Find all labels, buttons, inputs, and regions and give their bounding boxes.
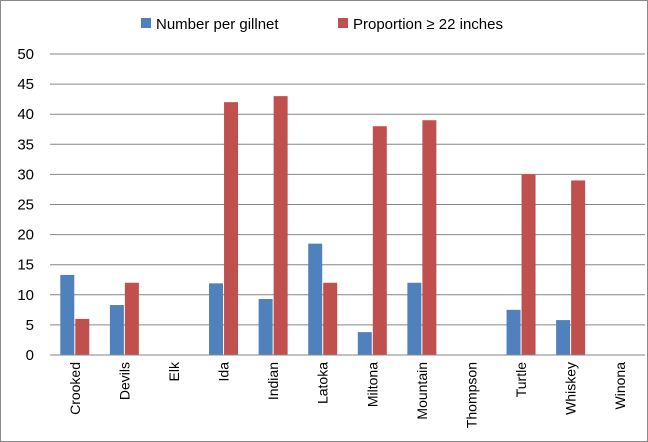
bar-number-per-gillnet-latoka (308, 243, 323, 355)
y-tick-label-50: 50 (17, 46, 34, 63)
x-category-label-devils: Devils (116, 362, 132, 400)
bar-number-per-gillnet-devils (109, 305, 124, 355)
y-tick-label-35: 35 (17, 136, 34, 153)
x-category-label-ida: Ida (216, 362, 232, 382)
bar-proportion-22-inches-devils (124, 282, 139, 355)
x-category-label-miltona: Miltona (364, 362, 380, 407)
bar-number-per-gillnet-mountain (407, 282, 422, 355)
y-tick-label-20: 20 (17, 227, 34, 244)
bar-proportion-22-inches-ida (224, 102, 239, 355)
x-category-label-winona: Winona (612, 362, 628, 410)
y-tick-label-10: 10 (17, 287, 34, 304)
y-tick-label-25: 25 (17, 197, 34, 214)
gridlines (50, 53, 645, 326)
legend-swatch-number-per-gillnet (141, 18, 151, 28)
bar-number-per-gillnet-miltona (357, 332, 372, 355)
y-tick-label-15: 15 (17, 257, 34, 274)
bar-number-per-gillnet-indian (258, 299, 273, 355)
bar-number-per-gillnet-ida (209, 283, 224, 355)
legend: Number per gillnet Proportion ≥ 22 inche… (141, 16, 503, 33)
bars (60, 96, 586, 356)
bar-proportion-22-inches-indian (273, 96, 288, 355)
x-category-label-indian: Indian (265, 362, 281, 400)
y-tick-label-45: 45 (17, 76, 34, 93)
bar-number-per-gillnet-crooked (60, 274, 75, 355)
bar-proportion-22-inches-crooked (75, 318, 90, 355)
bar-number-per-gillnet-turtle (506, 309, 521, 355)
bar-proportion-22-inches-latoka (323, 282, 338, 355)
x-category-label-latoka: Latoka (315, 362, 331, 404)
bar-number-per-gillnet-whiskey (556, 320, 571, 355)
x-category-label-thompson: Thompson (463, 362, 479, 428)
x-category-label-mountain: Mountain (414, 362, 430, 420)
bar-proportion-22-inches-whiskey (571, 180, 586, 355)
y-tick-label-40: 40 (17, 106, 34, 123)
y-tick-label-30: 30 (17, 166, 34, 183)
y-tick-label-0: 0 (26, 347, 34, 364)
y-axis-ticks: 0 5 10 15 20 25 30 35 40 45 50 (17, 46, 34, 364)
x-category-label-crooked: Crooked (67, 362, 83, 415)
legend-label-proportion: Proportion ≥ 22 inches (353, 16, 503, 33)
bar-proportion-22-inches-turtle (521, 174, 536, 355)
bar-proportion-22-inches-mountain (422, 120, 437, 355)
x-axis-labels: Crooked Devils Elk Ida Indian Latoka Miltona Mo… (67, 361, 628, 428)
x-category-label-elk: Elk (166, 361, 182, 381)
x-category-label-turtle: Turtle (513, 362, 529, 397)
legend-swatch-proportion (338, 18, 348, 28)
bar-proportion-22-inches-miltona (372, 126, 387, 356)
y-tick-label-5: 5 (26, 317, 34, 334)
x-category-label-whiskey: Whiskey (563, 362, 579, 415)
legend-label-number-per-gillnet: Number per gillnet (156, 16, 279, 33)
